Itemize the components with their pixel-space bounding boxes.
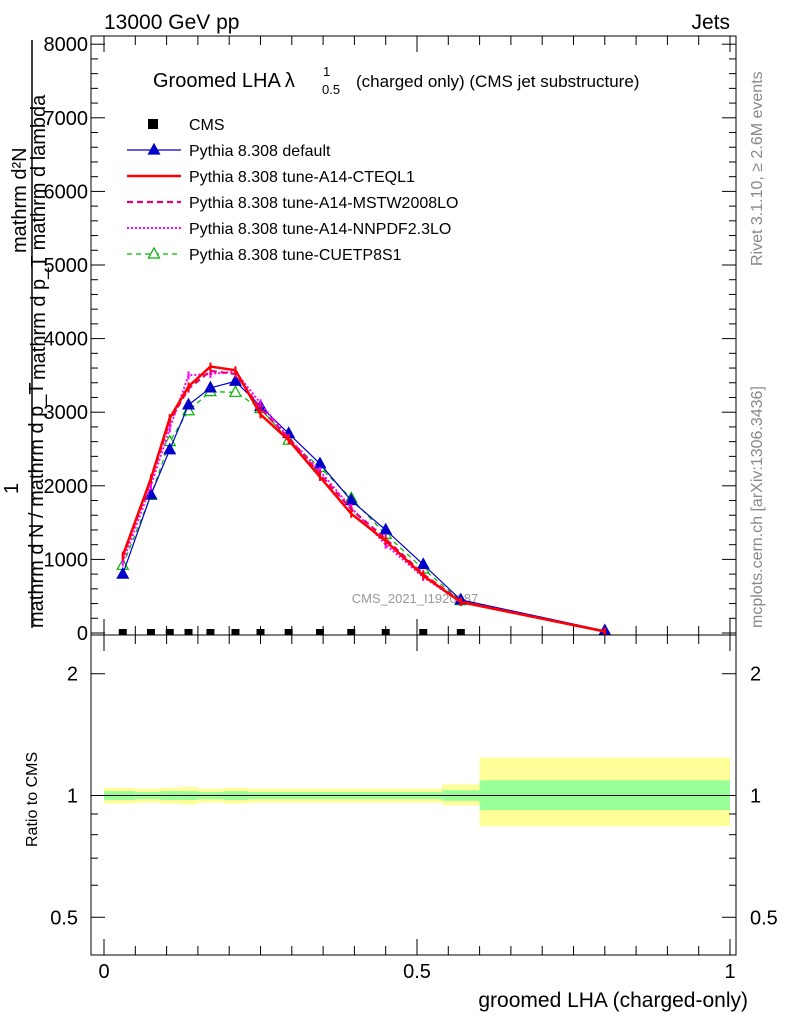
x-axis-label: groomed LHA (charged-only) bbox=[478, 989, 748, 1012]
legend-label-cms: CMS bbox=[189, 117, 225, 134]
point-cuetp8s1 bbox=[228, 385, 242, 397]
point-cms bbox=[347, 629, 356, 635]
ratio-panel: 0.5 0.51 12 2 0 0.5 1 Ratio to CMS groomed LH… bbox=[24, 634, 778, 1012]
point-default bbox=[416, 557, 430, 570]
point-cms bbox=[315, 629, 324, 635]
title-main: Groomed LHA bbox=[153, 70, 281, 92]
plot-title: Groomed LHA λ 1 0.5 (charged only) (CMS j… bbox=[153, 64, 639, 97]
point-cms bbox=[456, 629, 465, 635]
main-series bbox=[116, 362, 612, 636]
header-right: Jets bbox=[691, 11, 730, 34]
ratio-y-tick-label: 2 bbox=[67, 664, 78, 686]
series-line-cteql1 bbox=[121, 365, 606, 633]
main-y-tick-label: 0 bbox=[77, 623, 88, 645]
title-rest: (charged only) (CMS jet substructure) bbox=[356, 72, 639, 91]
legend-item-cuetp8s1: Pythia 8.308 tune-CUETP8S1 bbox=[127, 246, 402, 264]
point-cms bbox=[118, 629, 127, 635]
point-cms bbox=[165, 629, 174, 635]
main-y-tick-label: 3000 bbox=[44, 402, 89, 424]
legend-marker-cuetp8s1 bbox=[147, 246, 161, 259]
legend-item-mstw: Pythia 8.308 tune-A14-MSTW2008LO bbox=[127, 195, 458, 212]
main-y-tick-label: 2000 bbox=[44, 476, 89, 498]
watermark: CMS_2021_I1920187 bbox=[352, 591, 479, 606]
legend-label-nnpdf: Pythia 8.308 tune-A14-NNPDF2.3LO bbox=[189, 221, 451, 238]
point-cms bbox=[206, 629, 215, 635]
series-cteql1 bbox=[121, 362, 606, 636]
ratio-x-axis: 0 0.5 1 bbox=[98, 635, 736, 983]
point-default bbox=[228, 374, 242, 386]
legend-item-default: Pythia 8.308 default bbox=[127, 142, 331, 160]
main-y-label: mathrm d²N mathrm d p_T mathrm d lambda … bbox=[1, 40, 50, 628]
series-cms bbox=[118, 629, 465, 635]
series-default bbox=[116, 374, 612, 636]
x-tick-label: 0 bbox=[98, 961, 109, 983]
legend-marker-cms bbox=[148, 119, 158, 129]
ratio-y-tick-label-right: 2 bbox=[750, 664, 761, 686]
main-y-tick-label: 8000 bbox=[44, 34, 89, 56]
series-line-default bbox=[122, 380, 605, 632]
legend-item-nnpdf: Pythia 8.308 tune-A14-NNPDF2.3LO bbox=[127, 221, 451, 238]
main-y-tick-label: 5000 bbox=[44, 255, 89, 277]
rivet-label: Rivet 3.1.10, ≥ 2.6M events bbox=[749, 71, 766, 266]
point-cms bbox=[381, 629, 390, 635]
point-default bbox=[203, 380, 217, 393]
ratio-y-tick-label: 0.5 bbox=[50, 907, 78, 929]
point-cms bbox=[419, 629, 428, 635]
legend-label-cuetp8s1: Pythia 8.308 tune-CUETP8S1 bbox=[189, 247, 402, 264]
title-symbol: λ bbox=[285, 70, 295, 92]
main-frame bbox=[90, 35, 737, 636]
series-line-cuetp8s1 bbox=[122, 390, 605, 632]
x-tick-label: 1 bbox=[724, 961, 735, 983]
point-cms bbox=[231, 629, 240, 635]
header-left: 13000 GeV pp bbox=[104, 11, 239, 34]
legend: CMS Pythia 8.308 default Pythia 8.308 tune… bbox=[127, 117, 458, 264]
ratio-y-tick-label-right: 0.5 bbox=[750, 907, 778, 929]
x-tick-label: 0.5 bbox=[403, 961, 431, 983]
point-cms bbox=[184, 629, 193, 635]
ylabel-top: mathrm d²N bbox=[9, 147, 31, 253]
legend-marker-default bbox=[147, 142, 161, 155]
ratio-y-label: Ratio to CMS bbox=[24, 752, 41, 847]
main-y-tick-label: 6000 bbox=[44, 181, 89, 203]
main-y-axis: 0 1000 2000 3000 4000 5000 6000 7000 8000 bbox=[44, 34, 736, 645]
legend-label-mstw: Pythia 8.308 tune-A14-MSTW2008LO bbox=[189, 195, 458, 212]
main-y-tick-label: 4000 bbox=[44, 329, 89, 351]
title-sup: 1 bbox=[323, 64, 330, 79]
main-y-tick-label: 7000 bbox=[44, 108, 89, 130]
point-default bbox=[116, 566, 130, 579]
point-default bbox=[379, 522, 393, 535]
ratio-bands bbox=[104, 757, 730, 827]
ratio-y-tick-label: 1 bbox=[67, 786, 78, 808]
ratio-y-axis: 0.5 0.5 1 1 2 2 bbox=[50, 664, 778, 930]
legend-label-default: Pythia 8.308 default bbox=[189, 143, 331, 160]
main-y-tick-label: 1000 bbox=[44, 549, 89, 571]
ratio-y-tick-label-right: 1 bbox=[750, 786, 761, 808]
mcplots-label: mcplots.cern.ch [arXiv:1306.3436] bbox=[749, 386, 766, 628]
point-cms bbox=[256, 629, 265, 635]
point-default bbox=[163, 442, 177, 455]
ylabel-bottom2: mathrm d N / mathrm d p_T bbox=[26, 382, 48, 628]
point-default bbox=[181, 397, 196, 410]
legend-item-cms: CMS bbox=[148, 117, 225, 134]
title-sub: 0.5 bbox=[322, 82, 340, 97]
legend-item-cteql1: Pythia 8.308 tune-A14-CTEQL1 bbox=[127, 169, 415, 186]
ylabel-top2: mathrm d p_T mathrm d lambda bbox=[28, 94, 50, 380]
point-cms bbox=[284, 629, 293, 635]
ylabel-bottom: 1 bbox=[1, 483, 23, 494]
main-x-ticks bbox=[103, 36, 731, 635]
point-cms bbox=[146, 629, 155, 635]
main-panel: 0 1000 2000 3000 4000 5000 6000 7000 8000 CMS_20… bbox=[1, 34, 737, 645]
legend-label-cteql1: Pythia 8.308 tune-A14-CTEQL1 bbox=[189, 169, 415, 186]
